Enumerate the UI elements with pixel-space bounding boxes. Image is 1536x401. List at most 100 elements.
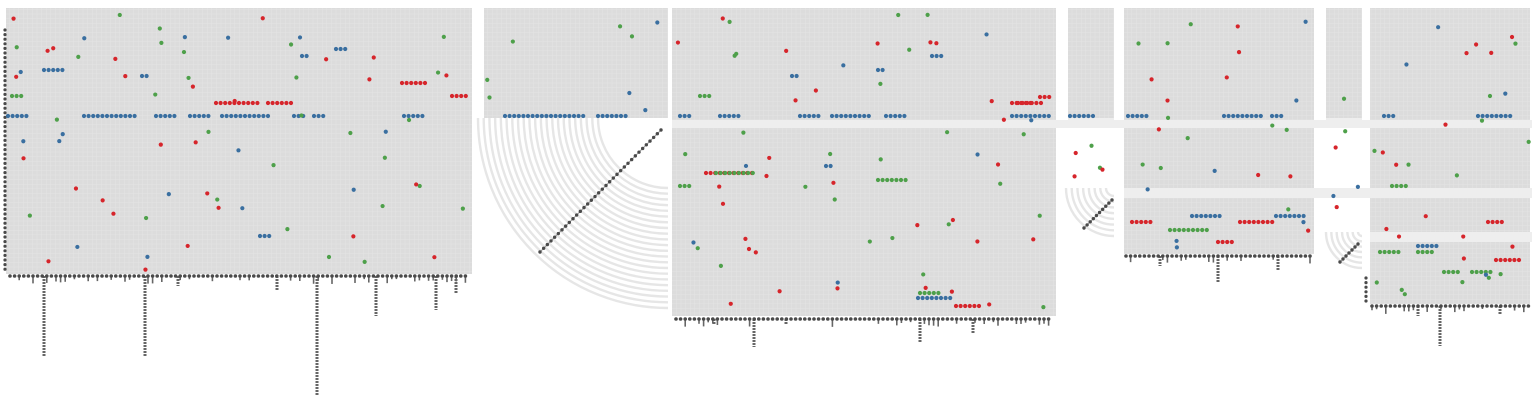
row-node-1-24	[784, 317, 789, 321]
row-node-1-8	[711, 317, 715, 321]
row-node-1-77	[1028, 317, 1032, 321]
dot-147	[227, 100, 232, 106]
row-node-2-30	[1262, 254, 1266, 258]
dot-483	[1158, 165, 1163, 171]
arc-1-3	[1087, 187, 1115, 215]
link-node-0-32	[655, 131, 660, 136]
dot-103	[1019, 113, 1024, 119]
col-node-48	[3, 46, 7, 51]
row-node-1-1	[678, 317, 683, 321]
dot-66	[581, 113, 586, 119]
dot-168	[459, 93, 464, 99]
row-node-1-50	[904, 317, 908, 321]
dot-229	[14, 93, 19, 99]
dot-78	[722, 113, 727, 119]
dot-270	[1469, 269, 1475, 275]
dot-221	[1516, 257, 1522, 263]
arc-0-11	[533, 117, 669, 253]
dot-309	[1212, 213, 1218, 219]
dot-352	[367, 77, 372, 82]
arc-1-5	[1076, 187, 1115, 226]
dot-160	[399, 80, 405, 86]
dot-36	[261, 113, 266, 119]
dot-540	[1355, 184, 1360, 189]
dot-479	[1185, 135, 1190, 141]
dot-48	[420, 113, 425, 119]
dot-111	[1072, 113, 1077, 119]
row-node-1-11	[724, 317, 729, 321]
dot-452	[989, 98, 994, 104]
dot-193	[972, 303, 977, 309]
row-node-1-38	[849, 317, 853, 321]
link-line-1	[1083, 199, 1113, 229]
dot-120	[1144, 113, 1149, 119]
dot-299	[299, 53, 305, 59]
row-node-0-48	[229, 274, 233, 278]
row-node-0-6	[35, 274, 40, 278]
row-node-0-33	[160, 274, 164, 278]
dot-304	[1189, 213, 1195, 219]
row-node-1-0	[674, 317, 678, 321]
dot-514	[1396, 234, 1402, 239]
dot-56	[535, 113, 540, 119]
row-node-1-67	[982, 317, 986, 321]
row-node-0-63	[298, 274, 302, 278]
dot-503	[1513, 41, 1518, 46]
dot-52	[516, 113, 521, 119]
dot-86	[816, 113, 821, 119]
dot-30	[233, 113, 238, 119]
dot-444	[743, 236, 748, 241]
link-node-0-8	[567, 220, 572, 225]
dot-293	[60, 67, 65, 73]
dot-406	[158, 142, 163, 147]
dot-358	[190, 84, 195, 89]
dot-467	[878, 81, 883, 87]
arc-0-8	[551, 117, 669, 235]
dot-307	[1203, 213, 1208, 219]
row-node-1-56	[931, 317, 936, 321]
dot-162	[409, 80, 414, 86]
arc-1-7	[1064, 187, 1115, 238]
dot-90	[843, 113, 848, 119]
dot-68	[600, 113, 605, 119]
link-node-0-14	[589, 198, 594, 202]
row-node-3-8	[1407, 304, 1411, 308]
dot-306	[1199, 213, 1204, 219]
row-node-1-60	[950, 317, 954, 321]
dot-204	[1237, 219, 1243, 225]
dot-256	[1181, 227, 1186, 233]
row-node-1-43	[872, 317, 876, 321]
row-node-3-9	[1411, 304, 1416, 308]
dot-533	[617, 24, 623, 29]
dot-363	[46, 259, 51, 264]
row-node-0-69	[325, 274, 330, 278]
dot-259	[1195, 227, 1200, 233]
row-node-0-75	[353, 274, 357, 278]
dot-519	[1404, 62, 1409, 67]
row-node-2-25	[1239, 254, 1243, 258]
dot-272	[1479, 269, 1484, 275]
dot-19	[163, 113, 168, 119]
row-node-1-55	[927, 317, 931, 321]
arc-0-15	[511, 117, 669, 275]
dot-482	[1212, 168, 1217, 174]
row-node-0-20	[100, 274, 104, 278]
dot-430	[784, 48, 789, 53]
row-node-3-24	[1480, 304, 1485, 308]
dot-125	[1240, 113, 1245, 119]
row-node-0-28	[137, 274, 141, 278]
dot-325	[948, 295, 953, 301]
row-node-0-97	[454, 274, 459, 278]
dot-133	[1381, 113, 1387, 119]
dot-366	[406, 117, 412, 123]
dot-65	[576, 113, 581, 119]
row-node-1-31	[816, 317, 821, 321]
dot-242	[750, 170, 755, 176]
dot-395	[382, 155, 387, 160]
dot-12	[114, 113, 119, 119]
dot-372	[294, 75, 299, 80]
row-node-3-23	[1476, 304, 1480, 308]
dot-390	[186, 75, 191, 81]
row-node-1-27	[798, 317, 802, 321]
